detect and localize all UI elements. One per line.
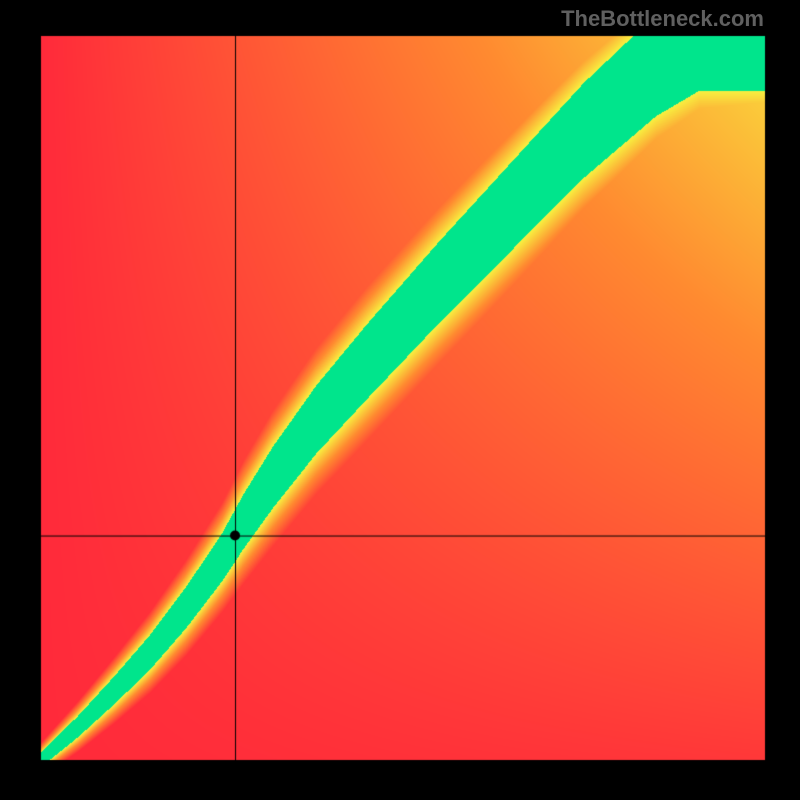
bottleneck-heatmap (0, 0, 800, 800)
chart-container: TheBottleneck.com (0, 0, 800, 800)
watermark-text: TheBottleneck.com (561, 6, 764, 32)
